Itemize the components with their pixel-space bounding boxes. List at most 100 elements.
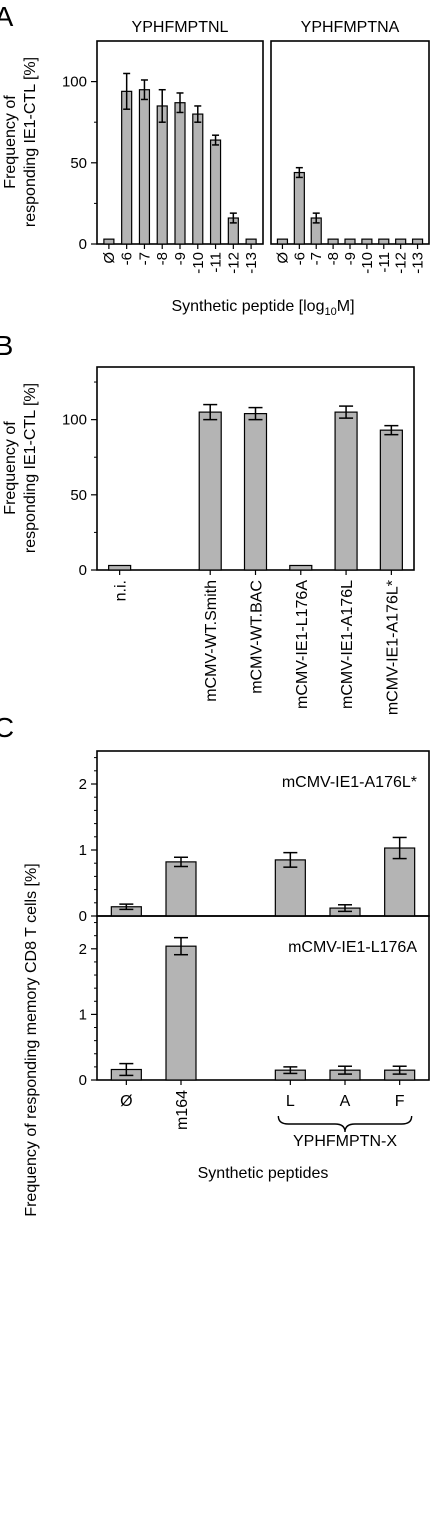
x-tick-label: -12 [393, 252, 410, 274]
plot-frame [96, 915, 430, 1081]
x-tick-label: mCMV-WT.BAC [249, 580, 266, 694]
panel-c: C Frequency of responding memory CD8 T ce… [0, 712, 430, 1217]
a-bar [378, 238, 390, 245]
c-error-bar [392, 1065, 407, 1075]
subplot-mcmv-ie1-l176a: mCMV-IE1-L176A 0 1 2 [79, 915, 430, 1089]
b-bar [108, 564, 132, 571]
y-axis-label-line: responding IE1-CTL [%] [22, 383, 39, 553]
b-error-bar [248, 406, 263, 421]
y-axis-label-line: responding IE1-CTL [%] [22, 57, 39, 227]
a-bar [395, 238, 407, 245]
c-error-bar [283, 1066, 298, 1075]
y-axis-label-line: Frequency of [2, 95, 19, 189]
x-tick-label: m164 [174, 1090, 191, 1130]
a-error-bar [176, 92, 184, 114]
b-bar [198, 411, 222, 571]
a-bar [327, 238, 339, 245]
c-error-bar [338, 904, 352, 913]
a-error-bar [123, 72, 131, 110]
x-tick-label: -7 [308, 252, 325, 265]
panel-b: B Frequency of responding IE1-CTL [%] 0 50 10… [0, 330, 415, 715]
panel-a: A Frequency of responding IE1-CTL [%] YPHFM… [0, 1, 430, 318]
x-axis-label-main: Synthetic peptide [log [171, 298, 324, 315]
a-bar [121, 90, 133, 245]
b-bar [243, 413, 268, 571]
subplot-title: mCMV-IE1-A176L* [282, 774, 417, 791]
x-tick-label: -6 [119, 252, 136, 265]
x-axis-label: Synthetic peptides [198, 1165, 329, 1182]
a-bar [276, 238, 289, 245]
b-bar [379, 429, 403, 571]
peptide-brace [277, 1115, 413, 1133]
x-tick-label: -13 [410, 252, 427, 274]
b-error-bar [203, 403, 218, 421]
y-axis-label-line: Frequency of [2, 421, 19, 515]
a-bar [245, 238, 257, 245]
x-tick-label: Ø [120, 1093, 132, 1110]
a-bar [293, 171, 305, 245]
c-error-bar [283, 851, 298, 868]
y-tick-label: 0 [79, 908, 87, 925]
a-error-bar [140, 79, 148, 101]
c-bar [165, 945, 197, 1081]
c-error-bar [392, 836, 407, 860]
subplot-mcmv-ie1-a176l-: mCMV-IE1-A176L* 0 1 2 [79, 750, 430, 925]
x-axis-label: Synthetic peptide [log10M] [171, 298, 354, 318]
a-error-bar [212, 134, 220, 146]
y-tick-label: 100 [62, 412, 87, 429]
x-tick-label: mCMV-IE1-L176A [294, 580, 311, 709]
a-bar [411, 238, 424, 245]
x-tick-label: L [286, 1093, 295, 1110]
subplot-yphfmptna: YPHFMPTNA Ø -6 -7 -8 -9 -10 -11 -12 -13 [270, 19, 430, 274]
x-tick-label: -10 [359, 252, 376, 274]
x-tick-label: Ø [101, 252, 118, 264]
panel-letter: C [0, 712, 14, 743]
x-tick-label: mCMV-WT.Smith [203, 580, 220, 702]
x-tick-label: -13 [243, 252, 260, 274]
y-axis-label: Frequency of responding IE1-CTL [%] [2, 383, 39, 553]
a-bar [361, 238, 373, 245]
bracket-label: YPHFMPTN-X [293, 1133, 397, 1150]
a-bar [344, 238, 356, 245]
panel-letter: B [0, 330, 13, 361]
a-error-bar [194, 105, 202, 123]
y-tick-label: 0 [79, 236, 87, 253]
x-tick-label: -9 [172, 252, 189, 265]
x-tick-label: -9 [342, 252, 359, 265]
a-error-bar [295, 166, 303, 179]
y-axis-label: Frequency of responding memory CD8 T cel… [23, 863, 40, 1216]
b-bar [289, 564, 313, 571]
b-error-bar [339, 405, 354, 419]
x-axis-label-subscript: 10 [324, 306, 336, 318]
c-error-bar [119, 903, 134, 911]
a-bar [192, 113, 204, 245]
y-tick-label: 100 [62, 74, 87, 91]
x-tick-label: mCMV-IE1-A176L [339, 580, 356, 709]
b-error-bar [384, 424, 399, 436]
a-bar [174, 102, 186, 245]
y-tick-label: 2 [79, 776, 87, 793]
a-error-bar [158, 88, 166, 123]
y-tick-label: 2 [79, 941, 87, 958]
subplot-title: YPHFMPTNA [301, 19, 400, 36]
panel-letter: A [0, 1, 14, 32]
c-bar [274, 859, 306, 917]
x-axis-label-unit: M] [337, 298, 355, 315]
y-axis-label: Frequency of responding IE1-CTL [%] [2, 57, 39, 227]
c-bar [165, 861, 197, 917]
y-tick-label: 50 [70, 155, 87, 172]
x-tick-label: -7 [136, 252, 153, 265]
x-tick-label: -11 [376, 252, 393, 273]
subplot-yphfmptnl: YPHFMPTNL Ø -6 -7 -8 -9 -10 -11 -12 -13 0 50 100 [62, 19, 264, 274]
x-tick-label: mCMV-IE1-A176L* [384, 580, 401, 715]
subplot-title: YPHFMPTNL [132, 19, 229, 36]
c-error-bar [119, 1062, 134, 1077]
b-bar [334, 411, 358, 571]
a-bar [209, 139, 222, 245]
x-tick-label: -10 [190, 252, 207, 274]
a-error-bar [312, 212, 320, 224]
x-tick-label: -11 [208, 252, 225, 273]
c-error-bar [174, 856, 188, 868]
x-tick-label: -8 [325, 252, 342, 265]
